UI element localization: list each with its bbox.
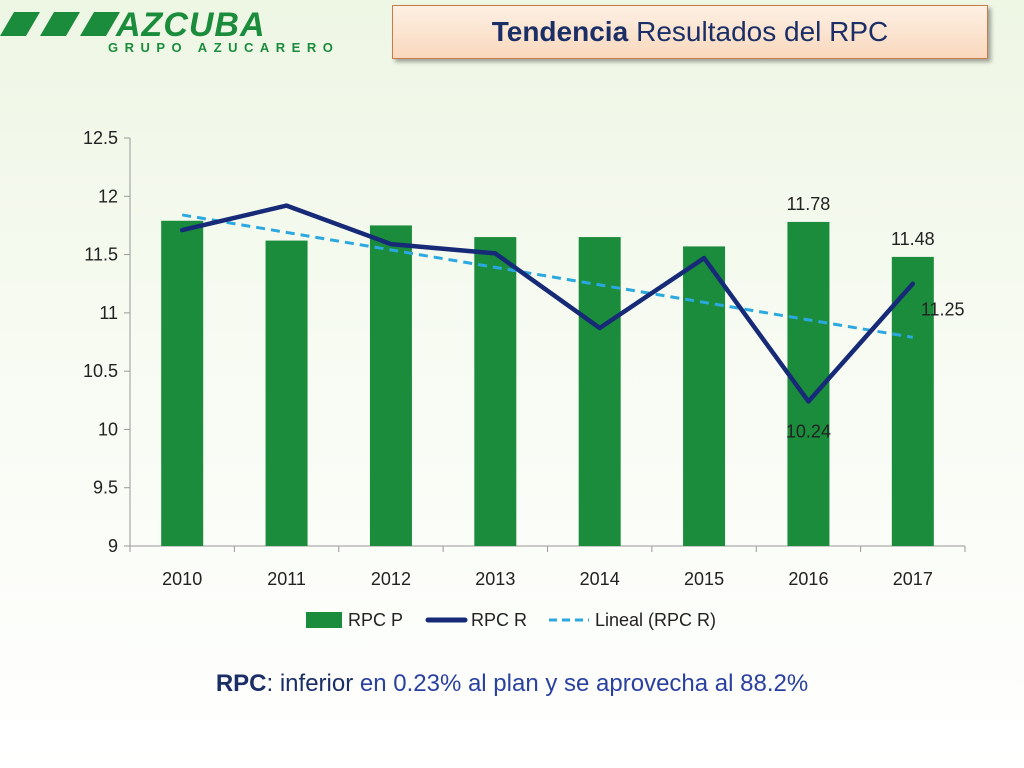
slide-title: Tendencia Resultados del RPC [392,5,988,59]
slide-title-rest: Resultados del RPC [636,16,889,47]
data-label: 11.48 [891,229,935,249]
line-rpc-r-point [388,242,393,247]
legend-label-rpc-p: RPC P [348,610,403,630]
line-rpc-r-point [493,251,498,256]
x-tick-label: 2017 [893,569,933,589]
slide-title-bold: Tendencia [491,16,629,47]
y-tick-label: 12.5 [83,128,118,148]
bar-rpc-p [265,240,308,546]
x-tick-label: 2015 [684,569,724,589]
y-tick-label: 11.5 [84,245,118,265]
y-tick-label: 12 [98,186,118,206]
logo-text: AZCUBA [115,6,266,44]
line-rpc-r-point [284,203,289,208]
chart-legend: RPC P RPC R Lineal (RPC R) [306,610,716,630]
y-tick-label: 10.5 [83,361,118,381]
x-tick-label: 2016 [788,569,828,589]
line-rpc-r-point [180,228,185,233]
footer-summary: RPC: inferior en 0.23% al plan y se apro… [0,670,1024,698]
x-tick-label: 2012 [371,569,411,589]
data-label: 11.25 [921,300,965,320]
line-rpc-r-point [597,326,602,331]
footer-separator: : [266,670,274,697]
y-tick-label: 9 [108,536,118,556]
data-label: 11.78 [787,194,831,214]
bar-rpc-p [891,256,934,546]
azcuba-logo: AZCUBA GRUPO AZUCARERO [0,6,339,55]
legend-swatch-rpc-p [306,612,342,628]
y-tick-label: 10 [98,419,118,439]
x-tick-label: 2011 [267,569,306,589]
x-tick-label: 2013 [475,569,515,589]
rpc-chart: 9 9.5 10 10.5 11 11.5 12 12.5 2010 2011 2012 2013 20… [83,128,966,630]
line-rpc-r-point [910,281,915,286]
y-tick-label: 9.5 [93,478,118,498]
data-label: 10.24 [786,421,831,441]
line-rpc-r-path [179,203,916,404]
bar-rpc-p [474,237,517,547]
legend-label-trendline: Lineal (RPC R) [595,610,716,630]
data-labels: 11.78 11.48 10.24 11.25 [786,194,965,442]
chart-axes: 9 9.5 10 10.5 11 11.5 12 12.5 2010 2011 2012 2013 20… [83,128,966,589]
bar-rpc-p [683,246,726,546]
trendline-rpc-r [181,213,914,339]
x-tick-label: 2010 [162,569,202,589]
logo-stripes [0,12,120,36]
line-rpc-r-point [806,399,811,404]
line-rpc-r-point [702,256,707,261]
bar-rpc-p [369,225,412,546]
bars-rpc-p [161,220,934,547]
x-tick-label: 2014 [580,569,620,589]
logo-subtitle: GRUPO AZUCARERO [108,40,339,55]
line-rpc-r [179,203,916,404]
bar-rpc-p [161,220,204,546]
footer-inferior: inferior [273,670,354,697]
y-tick-label: 11 [99,303,118,323]
footer-detail: en 0.23% al plan y se aprovecha al 88.2% [353,670,809,697]
legend-label-rpc-r: RPC R [471,610,527,630]
trendline-rpc-r-path [181,213,914,339]
footer-term: RPC [215,670,267,697]
